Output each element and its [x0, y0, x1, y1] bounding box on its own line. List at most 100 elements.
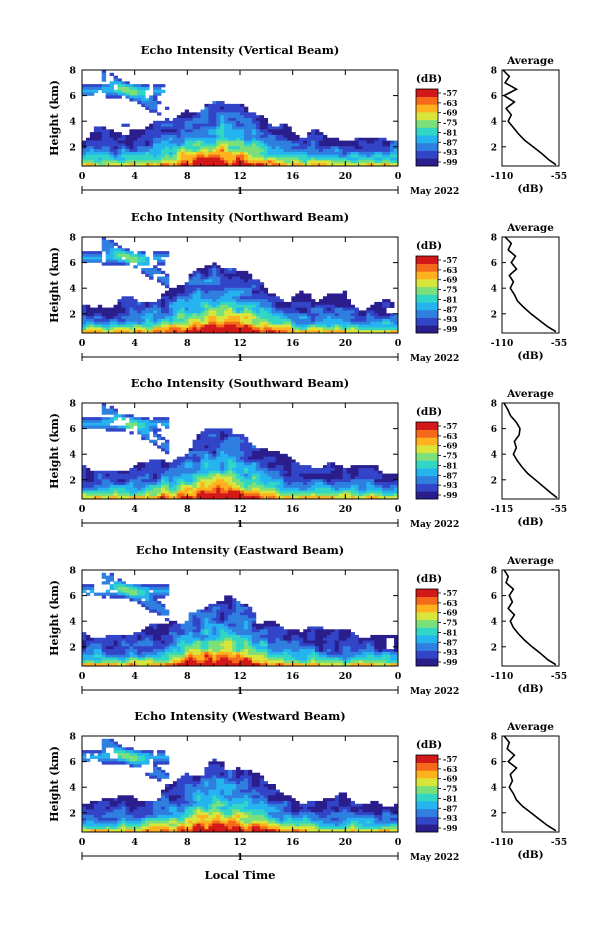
heatmap-cell: [200, 453, 205, 458]
heatmap-cell: [141, 434, 146, 438]
heatmap-cell: [153, 603, 158, 608]
heatmap-cell: [188, 151, 193, 156]
heatmap-cell: [113, 307, 118, 311]
heatmap-cell: [145, 270, 150, 275]
heatmap-cell: [267, 456, 272, 460]
heatmap-cell: [141, 657, 146, 661]
heatmap-cell: [89, 657, 95, 661]
heatmap-cell: [259, 496, 265, 500]
heatmap-cell: [386, 476, 391, 480]
heatmap-cell: [164, 584, 170, 588]
heatmap-cell: [168, 490, 174, 494]
heatmap-cell: [315, 307, 320, 311]
heatmap-cell: [133, 129, 138, 133]
heatmap-cell: [228, 479, 233, 483]
heatmap-cell: [82, 654, 87, 658]
heatmap-cell: [232, 456, 237, 460]
heatmap-cell: [232, 439, 237, 443]
heatmap-cell: [208, 137, 213, 141]
heatmap-cell: [133, 651, 138, 656]
heatmap-cell: [129, 86, 134, 91]
colorbar-swatch: [416, 150, 438, 159]
heatmap-cell: [137, 646, 142, 650]
heatmap-cell: [89, 473, 95, 477]
heatmap-cell: [180, 287, 186, 292]
heatmap-cell: [240, 327, 245, 331]
heatmap-cell: [200, 296, 205, 300]
heatmap-cell: [243, 313, 249, 317]
heatmap-cell: [168, 651, 174, 656]
heatmap-cell: [232, 629, 237, 633]
heatmap-cell: [133, 154, 138, 158]
heatmap-cell: [200, 126, 205, 130]
heatmap-cell: [232, 120, 237, 125]
heatmap-cell: [255, 299, 261, 303]
heatmap-cell: [326, 470, 332, 474]
heatmap-cell: [232, 473, 237, 477]
heatmap-cell: [161, 279, 166, 283]
heatmap-cell: [240, 603, 245, 608]
heatmap-cell: [354, 465, 359, 469]
heatmap-cell: [168, 476, 174, 480]
heatmap-cell: [354, 482, 359, 486]
heatmap-cell: [109, 321, 114, 325]
heatmap-cell: [180, 321, 186, 325]
heatmap-cell: [228, 279, 233, 283]
heatmap-cell: [232, 606, 237, 610]
heatmap-cell: [236, 126, 241, 130]
heatmap-cell: [251, 129, 257, 133]
heatmap-cell: [228, 595, 233, 599]
heatmap-cell: [354, 467, 359, 472]
heatmap-cell: [390, 318, 395, 323]
heatmap-cell: [168, 493, 174, 497]
heatmap-cell: [149, 470, 154, 474]
heatmap-cell: [141, 660, 146, 664]
heatmap-cell: [200, 154, 205, 158]
heatmap-cell: [394, 318, 399, 323]
heatmap-cell: [255, 296, 261, 300]
heatmap-cell: [161, 629, 166, 633]
heatmap-cell: [247, 115, 253, 119]
heatmap-cell: [188, 324, 193, 328]
heatmap-cell: [85, 484, 91, 489]
heatmap-cell: [85, 417, 91, 421]
heatmap-cell: [161, 592, 166, 596]
heatmap-cell: [303, 465, 308, 469]
heatmap-cell: [267, 304, 272, 308]
heatmap-cell: [125, 84, 130, 88]
heatmap-cell: [172, 634, 178, 639]
heatmap-cell: [82, 310, 87, 314]
heatmap-cell: [283, 318, 288, 323]
heatmap-cell: [228, 657, 233, 661]
heatmap-cell: [232, 270, 237, 275]
heatmap-cell: [172, 473, 178, 477]
heatmap-cell: [220, 321, 225, 325]
heatmap-cell: [259, 459, 265, 463]
heatmap-cell: [279, 476, 284, 480]
heatmap-cell: [93, 129, 99, 133]
heatmap-cell: [141, 589, 146, 593]
heatmap-cell: [157, 632, 162, 636]
heatmap-cell: [196, 112, 201, 116]
heatmap-cell: [374, 160, 379, 164]
heatmap-cell: [220, 118, 225, 122]
heatmap-cell: [275, 482, 280, 486]
heatmap-cell: [228, 327, 233, 331]
heatmap-cell: [196, 276, 201, 280]
heatmap-cell: [240, 453, 245, 458]
heatmap-cell: [243, 465, 249, 469]
heatmap-cell: [334, 296, 340, 300]
heatmap-cell: [93, 651, 99, 656]
heatmap-cell: [164, 419, 170, 424]
heatmap-cell: [184, 453, 190, 458]
heatmap-cell: [196, 163, 201, 167]
heatmap-cell: [240, 151, 245, 156]
heatmap-cell: [338, 496, 344, 500]
heatmap-cell: [82, 419, 87, 424]
x-tick-label: 16: [286, 171, 300, 182]
heatmap-cell: [346, 496, 351, 500]
heatmap-cell: [271, 129, 276, 133]
heatmap-cell: [180, 163, 186, 167]
heatmap-cell: [157, 92, 162, 96]
heatmap-cell: [192, 476, 197, 480]
